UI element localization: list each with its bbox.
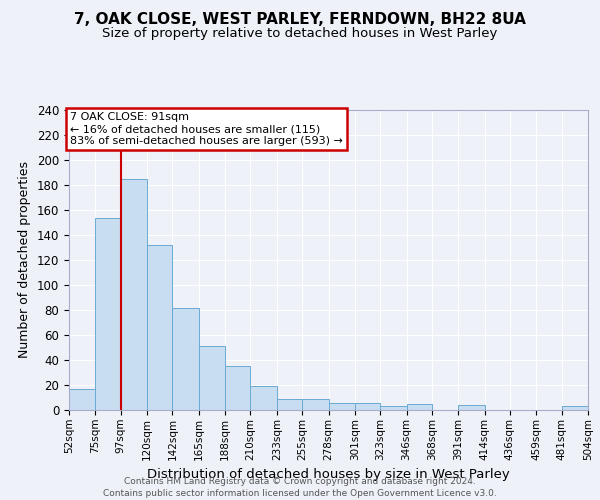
Text: Contains public sector information licensed under the Open Government Licence v3: Contains public sector information licen…	[103, 489, 497, 498]
Bar	[355, 402, 380, 410]
Text: Size of property relative to detached houses in West Parley: Size of property relative to detached ho…	[103, 28, 497, 40]
Bar	[199, 346, 225, 410]
Text: Contains HM Land Registry data © Crown copyright and database right 2024.: Contains HM Land Registry data © Crown c…	[124, 478, 476, 486]
Bar	[95, 218, 121, 410]
Text: 7 OAK CLOSE: 91sqm
← 16% of detached houses are smaller (115)
83% of semi-detach: 7 OAK CLOSE: 91sqm ← 16% of detached hou…	[70, 112, 343, 146]
Bar	[225, 366, 250, 410]
Bar	[329, 402, 355, 410]
Bar	[458, 405, 485, 410]
Bar	[250, 386, 277, 410]
Bar	[172, 308, 199, 410]
Bar	[302, 399, 329, 410]
Bar	[562, 406, 588, 410]
Bar	[69, 389, 95, 410]
X-axis label: Distribution of detached houses by size in West Parley: Distribution of detached houses by size …	[147, 468, 510, 481]
Bar	[147, 245, 172, 410]
Bar	[407, 404, 432, 410]
Text: 7, OAK CLOSE, WEST PARLEY, FERNDOWN, BH22 8UA: 7, OAK CLOSE, WEST PARLEY, FERNDOWN, BH2…	[74, 12, 526, 28]
Bar	[121, 179, 147, 410]
Bar	[380, 406, 407, 410]
Y-axis label: Number of detached properties: Number of detached properties	[19, 162, 31, 358]
Bar	[277, 399, 302, 410]
